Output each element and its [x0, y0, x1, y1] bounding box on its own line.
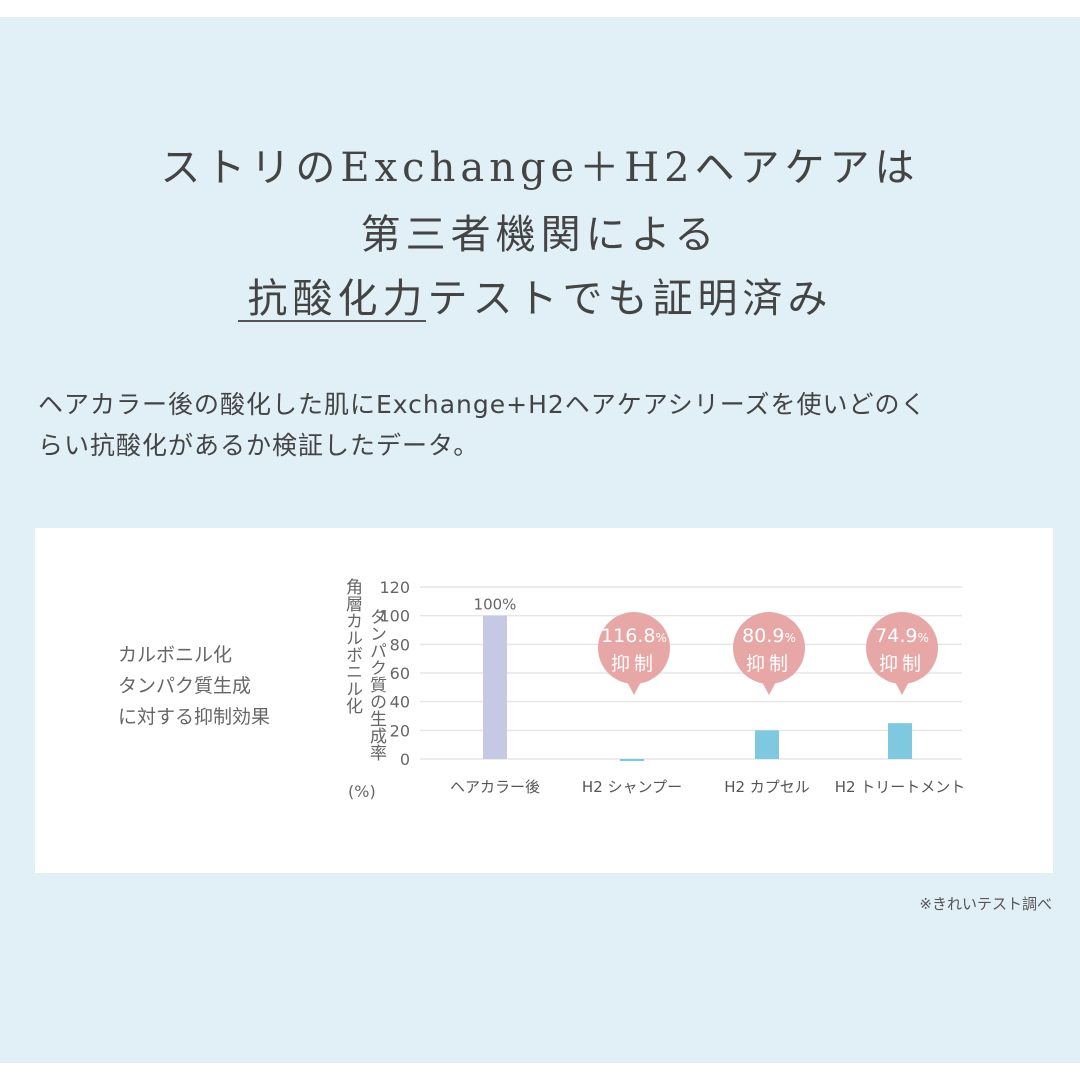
y-axis-label-1: 角層カルボニル化 [342, 578, 362, 714]
annotation-text: 抑制 [879, 653, 925, 675]
y-axis-label-2: タンパク質の生成率 [366, 608, 386, 761]
x-tick-label: H2 トリートメント [835, 778, 966, 796]
bar [620, 759, 644, 761]
annotation-bubble [866, 612, 938, 684]
y-tick-label: 0 [400, 750, 410, 769]
data-label: 100% [474, 596, 517, 614]
annotation-pointer [626, 680, 642, 695]
chart-panel [35, 528, 1053, 873]
annotation-value: 74.9% [875, 625, 929, 647]
annotation-text: 抑制 [611, 653, 657, 675]
bar [755, 730, 779, 759]
annotation-bubble [733, 612, 805, 684]
description-line-1: ヘアカラー後の酸化した肌にExchange+H2ヘアケアシリーズを使いどのく [38, 390, 927, 419]
annotation-value: 116.8% [601, 625, 667, 647]
y-tick-label: 100 [379, 607, 410, 626]
annotation-pointer [761, 680, 777, 695]
y-tick-label: 40 [390, 693, 410, 712]
caption-line-1: カルボニル化 [118, 644, 233, 666]
annotation-bubble [598, 612, 670, 684]
source-note: ※きれいテスト調べ [919, 895, 1052, 913]
annotation-text: 抑制 [746, 653, 792, 675]
caption-line-3: に対する抑制効果 [118, 706, 271, 728]
bar [483, 615, 507, 759]
x-tick-label: ヘアカラー後 [450, 778, 540, 796]
description-line-2: らい抗酸化があるか検証したデータ。 [38, 431, 480, 460]
annotation-value: 80.9% [742, 625, 796, 647]
x-tick-label: H2 カプセル [724, 778, 810, 796]
x-tick-label: H2 シャンプー [582, 778, 682, 796]
caption-line-2: タンパク質生成 [118, 675, 252, 697]
annotation-pointer [894, 680, 910, 695]
y-axis-unit: (%) [348, 782, 376, 801]
y-tick-label: 60 [390, 664, 410, 683]
y-tick-label: 20 [390, 721, 410, 740]
heading-line-3: 抗酸化力テストでも証明済み [247, 276, 833, 322]
y-tick-label: 80 [390, 635, 410, 654]
y-tick-label: 120 [379, 578, 410, 597]
chart-caption: カルボニル化 タンパク質生成 に対する抑制効果 [118, 640, 270, 733]
heading-underline [238, 320, 426, 322]
heading-line-2: 第三者機関による [360, 212, 720, 258]
heading-line-1: ストリのExchange＋H2ヘアケアは [160, 145, 920, 191]
bar [888, 723, 912, 759]
